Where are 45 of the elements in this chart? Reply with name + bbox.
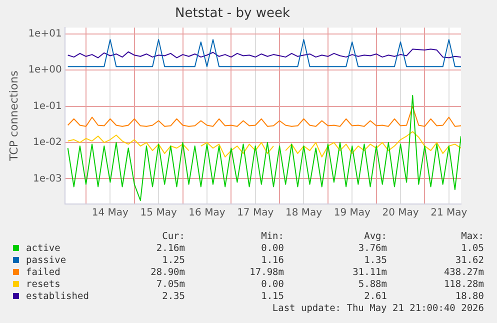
text: Last update: Thu May 21 21:00:40 2026 xyxy=(272,303,484,314)
text: Cur: xyxy=(162,231,185,242)
text: 118.28m xyxy=(444,279,484,290)
x-tick-label: 16 May xyxy=(188,208,226,219)
text: 17.98m xyxy=(250,267,284,278)
text: 5.88m xyxy=(358,279,387,290)
text: Min: xyxy=(261,231,284,242)
text: 438.27m xyxy=(444,267,484,278)
text: 1.05 xyxy=(461,243,484,254)
y-axis-title: TCP connections xyxy=(7,70,20,162)
x-tick-label: 17 May xyxy=(237,208,274,219)
text: 0.00 xyxy=(261,243,284,254)
legend-label: failed xyxy=(25,267,60,278)
text: 28.90m xyxy=(150,267,185,278)
x-tick-label: 20 May xyxy=(382,208,419,219)
legend-label: established xyxy=(25,291,89,302)
x-tick-label: 19 May xyxy=(334,208,370,219)
x-tick-label: 14 May xyxy=(92,208,129,219)
legend-label: active xyxy=(25,243,60,254)
x-tick-label: 18 May xyxy=(285,208,322,219)
text: 1.35 xyxy=(364,255,387,266)
x-tick-label: 21 May xyxy=(430,208,468,219)
text: 3.76m xyxy=(358,243,387,254)
text: 7.05m xyxy=(156,279,185,290)
text: 31.11m xyxy=(352,267,387,278)
text: 1.16 xyxy=(261,255,284,266)
y-tick-label: 1e-02 xyxy=(32,137,62,148)
text: 31.62 xyxy=(455,255,484,266)
text: 2.16m xyxy=(156,243,185,254)
legend-label: passive xyxy=(25,255,66,266)
text: 1.25 xyxy=(162,255,185,266)
y-tick-label: 1e+01 xyxy=(28,28,62,40)
x-tick-label: 15 May xyxy=(140,208,177,219)
text: 18.80 xyxy=(455,291,484,302)
text: Max: xyxy=(461,231,484,242)
y-tick-label: 1e+00 xyxy=(28,64,62,76)
text: 2.35 xyxy=(162,291,185,302)
text: 0.00 xyxy=(261,279,284,290)
legend-label: resets xyxy=(25,279,60,290)
chart-title: Netstat - by week xyxy=(175,6,290,22)
text: 2.61 xyxy=(364,291,387,302)
text: 1.15 xyxy=(261,291,284,302)
y-tick-label: 1e-01 xyxy=(32,100,62,112)
text: Avg: xyxy=(364,231,387,242)
y-tick-label: 1e-03 xyxy=(32,173,62,184)
